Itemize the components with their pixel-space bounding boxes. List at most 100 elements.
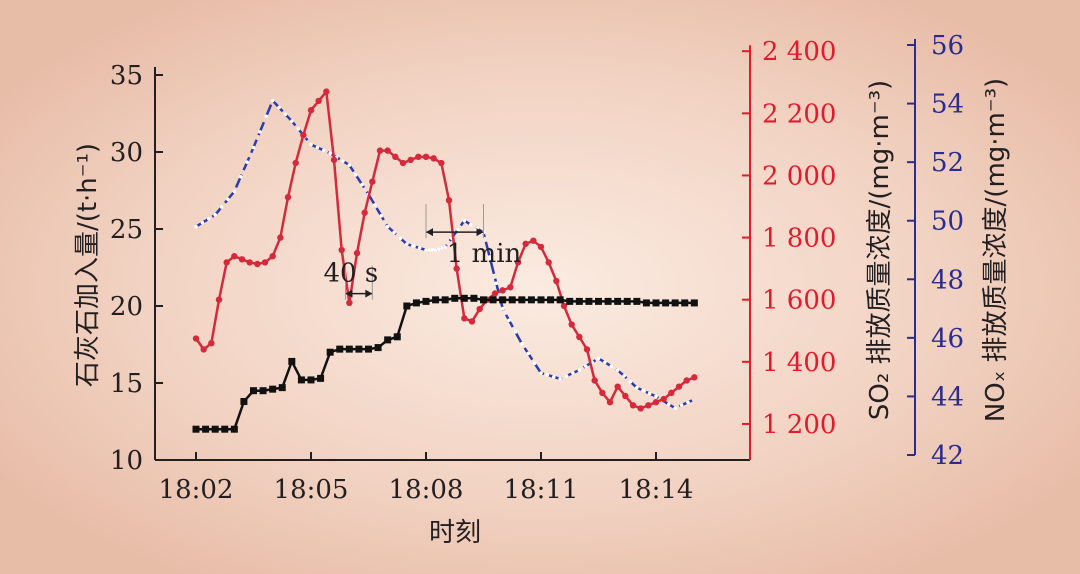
nox-point	[321, 148, 326, 153]
annotation-40s-arrowhead	[365, 289, 373, 298]
so2-point	[530, 237, 537, 244]
so2-point	[675, 383, 683, 390]
so2-point	[507, 284, 514, 291]
x-axis-title: 时刻	[429, 518, 481, 548]
so2-point	[629, 402, 637, 409]
series-layer	[192, 88, 698, 433]
so2-point	[599, 389, 606, 397]
limestone-point	[269, 385, 277, 393]
nox-point	[430, 248, 435, 252]
nox-point	[647, 391, 652, 396]
left-axis-tick-label: 25	[110, 215, 143, 245]
limestone-point	[355, 345, 363, 353]
nox-point	[513, 330, 518, 334]
nox-point	[206, 216, 211, 221]
so2-point	[576, 333, 583, 341]
nox-point	[456, 227, 460, 232]
so2-point	[645, 402, 652, 409]
limestone-point	[202, 425, 210, 433]
so2-point	[606, 398, 614, 406]
nox-point	[443, 245, 447, 249]
so2-point	[591, 377, 598, 384]
so2-point	[353, 249, 361, 257]
left-axis-tick-label: 35	[110, 61, 143, 91]
so2-point	[583, 346, 591, 353]
nox-point	[392, 230, 396, 235]
so2-point	[215, 296, 223, 303]
limestone-series-line	[196, 297, 695, 431]
limestone-point	[527, 296, 535, 304]
so2-point	[637, 405, 644, 412]
limestone-point	[566, 297, 574, 305]
so2-point	[652, 398, 660, 406]
so2-point	[468, 318, 476, 325]
nox-point	[520, 341, 524, 346]
limestone-point	[317, 374, 325, 382]
nox-point	[341, 159, 345, 163]
nox-point	[315, 145, 320, 150]
so2-point	[208, 339, 215, 347]
nox-point	[551, 375, 556, 379]
nox-point	[494, 281, 499, 285]
so2-point	[192, 335, 200, 342]
so2-point	[545, 259, 552, 266]
nox-point	[609, 364, 614, 368]
limestone-point	[221, 425, 229, 433]
nox-point	[258, 130, 262, 134]
nox-point	[353, 173, 358, 177]
nox-point	[290, 119, 294, 123]
nox-point	[226, 197, 230, 202]
nox-axis-tick-label: 52	[931, 148, 964, 178]
limestone-point	[614, 297, 622, 305]
nox-axis-tick-label: 46	[931, 324, 964, 354]
so2-point	[415, 153, 422, 161]
so2-point	[261, 259, 269, 266]
nox-point	[373, 203, 377, 207]
limestone-point	[412, 299, 420, 307]
limestone-point	[499, 296, 507, 304]
limestone-point	[652, 299, 660, 307]
nox-axis-tick-label: 42	[931, 441, 964, 471]
nox-point	[666, 402, 671, 407]
so2-point	[476, 305, 483, 313]
limestone-point	[297, 376, 305, 384]
nox-point	[200, 220, 205, 225]
limestone-point	[518, 296, 526, 304]
nox-point	[328, 151, 332, 156]
annotation-40s-arrowhead	[345, 289, 353, 298]
so2-point	[668, 389, 675, 397]
limestone-point	[508, 296, 516, 304]
limestone-point	[480, 296, 487, 304]
nox-point	[577, 368, 582, 372]
nox-point	[417, 246, 422, 250]
limestone-point	[604, 297, 612, 305]
so2-point	[346, 299, 353, 307]
limestone-point	[547, 296, 555, 304]
limestone-point	[662, 299, 670, 307]
nox-point	[245, 160, 249, 164]
nox-point	[440, 246, 444, 250]
so2-point	[292, 159, 299, 167]
limestone-point	[211, 425, 219, 433]
nox-point	[270, 98, 275, 103]
x-axis-tick-label: 18:05	[274, 475, 349, 505]
nox-point	[628, 379, 633, 384]
nox-point	[213, 213, 217, 217]
limestone-point	[595, 297, 602, 305]
limestone-point	[307, 376, 315, 384]
nox-point	[433, 248, 438, 252]
so2-point	[307, 107, 315, 114]
nox-point	[622, 374, 626, 378]
nox-axis-tick-label: 54	[931, 90, 964, 120]
nox-point	[411, 244, 416, 248]
nox-point	[379, 214, 384, 218]
so2-point	[453, 265, 460, 272]
nox-point	[424, 248, 428, 252]
limestone-point	[585, 297, 593, 305]
nox-point	[526, 351, 531, 356]
so2-point	[438, 159, 445, 167]
limestone-point	[681, 299, 689, 307]
nox-point	[488, 256, 492, 260]
limestone-point	[259, 387, 267, 395]
so2-point	[238, 256, 246, 263]
